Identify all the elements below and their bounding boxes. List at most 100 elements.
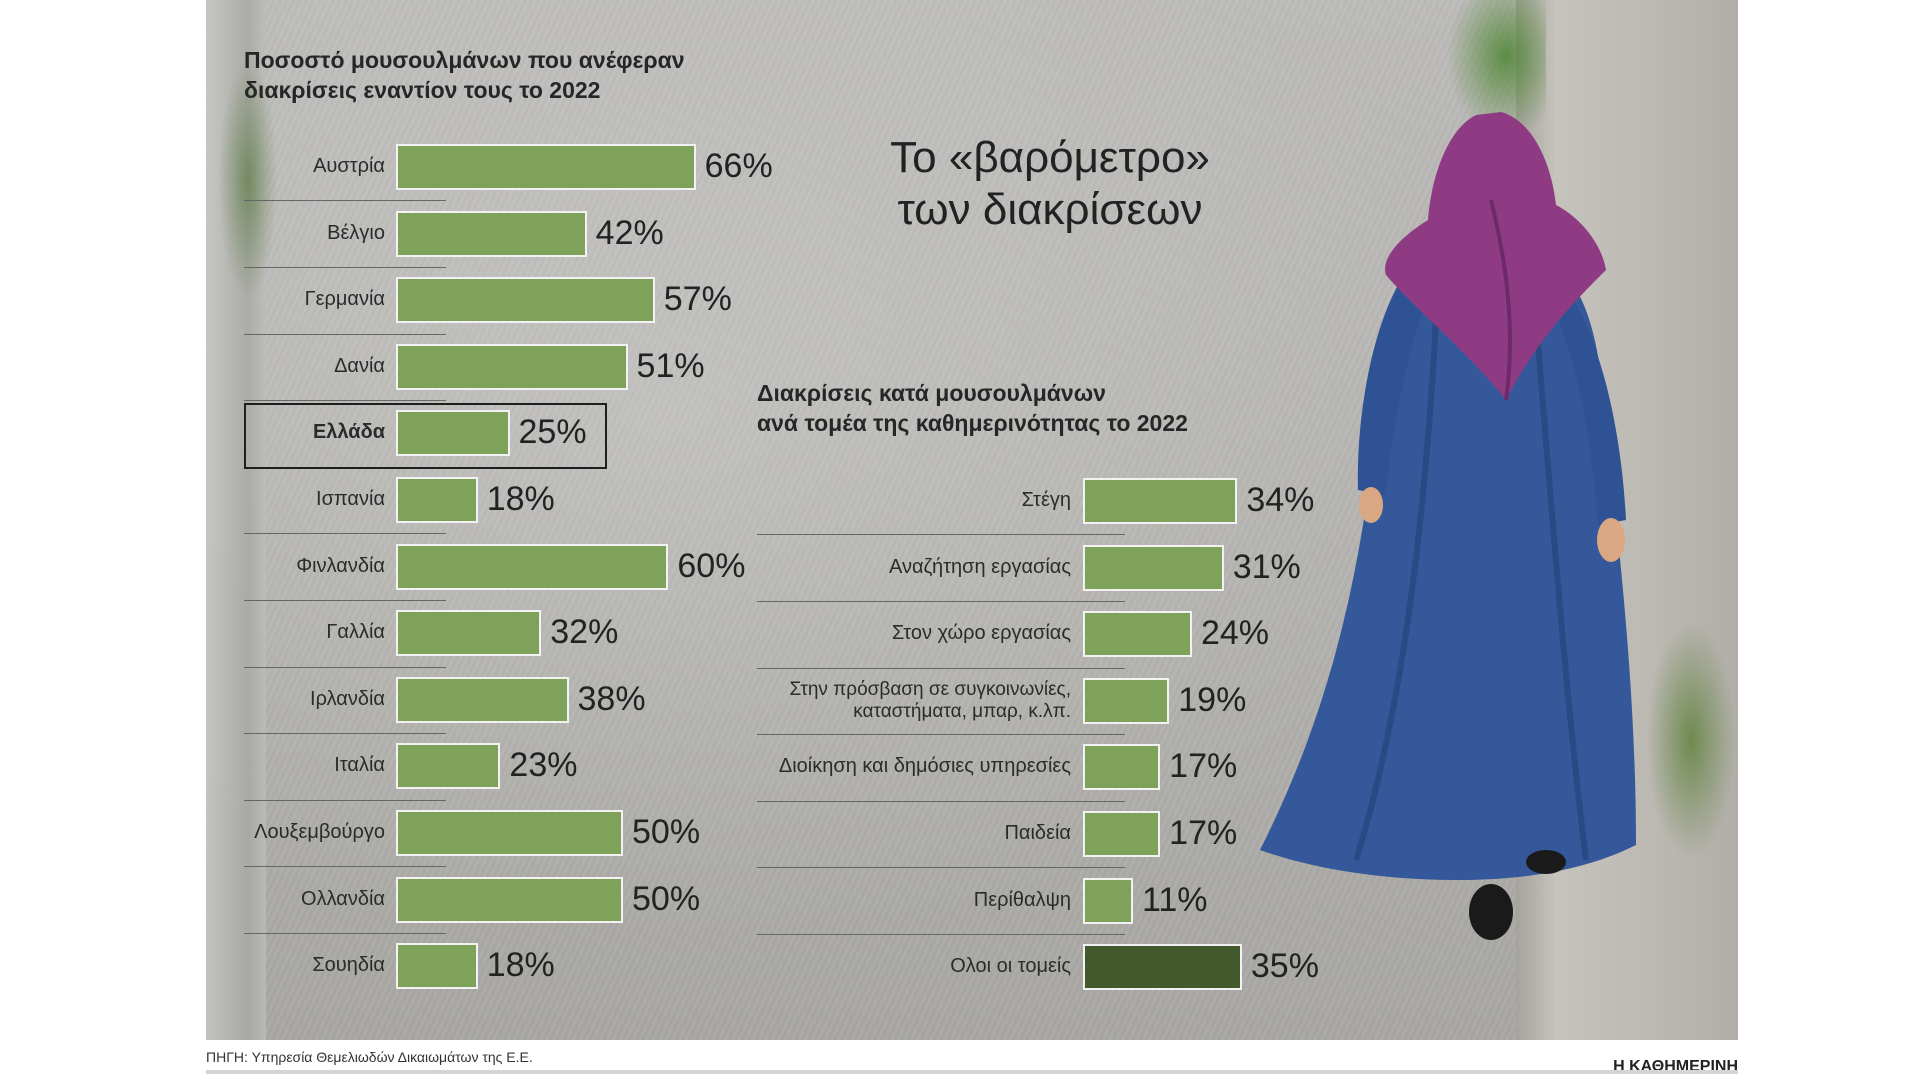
sector-label-line: Παιδεία (1004, 822, 1071, 844)
value-label: 42% (595, 213, 664, 252)
country-label: Γερμανία (304, 288, 385, 311)
bar-στέγη (1083, 478, 1238, 524)
country-label: Ελλάδα (312, 421, 385, 444)
country-chart-title: Ποσοστό μουσουλμάνων που ανέφεραν διακρί… (244, 45, 685, 105)
value-label: 38% (577, 679, 646, 718)
sector-label: Περίθαλψη (754, 889, 1071, 912)
row-separator (757, 867, 1125, 869)
bar-ολοι-οι-τομείς (1083, 944, 1242, 991)
bar-αναζήτηση-εργασίας (1083, 544, 1224, 591)
bar-ιρλανδία (396, 676, 569, 723)
value-label: 31% (1232, 547, 1301, 586)
bar-ολλανδία (396, 876, 623, 923)
sector-label-line: Στην πρόσβαση σε συγκοινωνίες, (789, 678, 1072, 700)
plants-bottom (1646, 620, 1736, 860)
sector-label: Παιδεία (754, 822, 1071, 845)
footer-rule (206, 1070, 1738, 1074)
row-separator (244, 400, 446, 402)
bar-λουξεμβούργο (396, 810, 623, 856)
sector-label-line: Αναζήτηση εργασίας (888, 555, 1071, 578)
value-label: 19% (1178, 680, 1247, 719)
country-label: Ιρλανδία (310, 687, 385, 710)
country-label: Δανία (334, 354, 385, 377)
source-note: ΠΗΓΗ: Υπηρεσία Θεμελιωδών Δικαιωμάτων τη… (206, 1049, 533, 1065)
bar-παιδεία (1083, 811, 1161, 857)
value-label: 24% (1200, 614, 1270, 653)
row-separator (244, 533, 446, 535)
country-chart-title-line1: Ποσοστό μουσουλμάνων που ανέφεραν (244, 47, 685, 73)
sector-label: Στον χώρο εργασίας (754, 622, 1071, 645)
sector-label-line: Περίθαλψη (973, 888, 1071, 911)
country-label: Ολλανδία (301, 887, 385, 910)
sector-label: Αναζήτηση εργασίας (754, 556, 1071, 579)
bar-αυστρία (396, 144, 696, 190)
sector-label: Ολοι οι τομείς (754, 955, 1071, 978)
row-separator (244, 333, 446, 335)
country-chart-title-line2: διακρίσεις εναντίον τους το 2022 (244, 77, 601, 103)
value-label: 17% (1169, 814, 1238, 852)
sector-chart-title: Διακρίσεις κατά μουσουλμάνων ανά τομέα τ… (757, 378, 1188, 438)
bar-δανία (396, 343, 628, 390)
bar-φινλανδία (396, 543, 669, 590)
value-label: 50% (632, 879, 701, 918)
main-title-line1: Το «βαρόμετρο» (890, 133, 1210, 182)
sector-label-line: Διοίκηση και δημόσιες υπηρεσίες (778, 755, 1071, 778)
bar-διοίκηση-και-δημόσιες-υπηρεσίες (1083, 744, 1161, 791)
row-separator (244, 599, 446, 601)
woman-figure (1260, 112, 1636, 940)
sector-label: Στέγη (754, 489, 1071, 512)
sector-chart-title-line1: Διακρίσεις κατά μουσουλμάνων (757, 380, 1106, 406)
row-separator (757, 933, 1125, 935)
bar-περίθαλψη (1083, 877, 1133, 924)
value-label: 51% (636, 346, 705, 385)
row-separator (244, 799, 446, 801)
bar-στην-πρόσβαση-σε-συγκοινωνίες-καταστήματα-μπαρ-κ-λπ (1083, 677, 1170, 724)
bar-ελλάδα (396, 410, 510, 457)
sector-label-line: Ολοι οι τομείς (950, 955, 1071, 978)
bar-στον-χώρο-εργασίας (1083, 611, 1192, 658)
value-label: 60% (677, 546, 746, 585)
value-label: 32% (550, 613, 619, 652)
bar-γαλλία (396, 610, 542, 657)
row-separator (244, 666, 446, 668)
main-title: Το «βαρόμετρο» των διακρίσεων (820, 132, 1280, 236)
country-label: Βέλγιο (327, 221, 385, 244)
sector-label: Στην πρόσβαση σε συγκοινωνίες, καταστήματ… (754, 678, 1072, 723)
country-label: Ιταλία (334, 754, 385, 777)
bar-γερμανία (396, 277, 655, 324)
row-separator (757, 734, 1125, 736)
value-label: 66% (704, 147, 773, 185)
row-separator (757, 800, 1125, 802)
row-separator (757, 600, 1125, 602)
value-label: 17% (1169, 747, 1238, 786)
greece-highlight-box (244, 403, 607, 469)
row-separator (244, 866, 446, 868)
country-label: Σουηδία (312, 954, 385, 977)
grass-patch (218, 60, 278, 300)
sector-label-line: Στέγη (1021, 489, 1071, 511)
value-label: 23% (509, 746, 578, 785)
sector-chart-title-line2: ανά τομέα της καθημερινότητας το 2022 (757, 410, 1188, 436)
sector-label-line: καταστήματα, μπαρ, κ.λπ. (853, 700, 1071, 722)
value-label: 18% (486, 946, 555, 985)
main-title-line2: των διακρίσεων (897, 185, 1203, 234)
country-label: Ισπανία (316, 488, 385, 510)
value-label: 35% (1250, 947, 1319, 986)
row-separator (244, 266, 446, 268)
value-label: 25% (518, 413, 587, 452)
country-label: Αυστρία (313, 155, 385, 177)
value-label: 18% (486, 480, 555, 518)
bar-ισπανία (396, 477, 478, 523)
bar-βέλγιο (396, 210, 587, 257)
row-separator (244, 733, 446, 735)
bar-ιταλία (396, 743, 501, 790)
country-label: Λουξεμβούργο (254, 821, 385, 843)
background-photo (206, 0, 1738, 1040)
country-label: Φινλανδία (296, 554, 385, 577)
sector-label: Διοίκηση και δημόσιες υπηρεσίες (754, 755, 1071, 778)
value-label: 11% (1141, 880, 1208, 919)
row-separator (757, 534, 1125, 536)
country-label: Γαλλία (326, 621, 385, 644)
bar-σουηδία (396, 943, 478, 990)
value-label: 34% (1246, 481, 1315, 519)
